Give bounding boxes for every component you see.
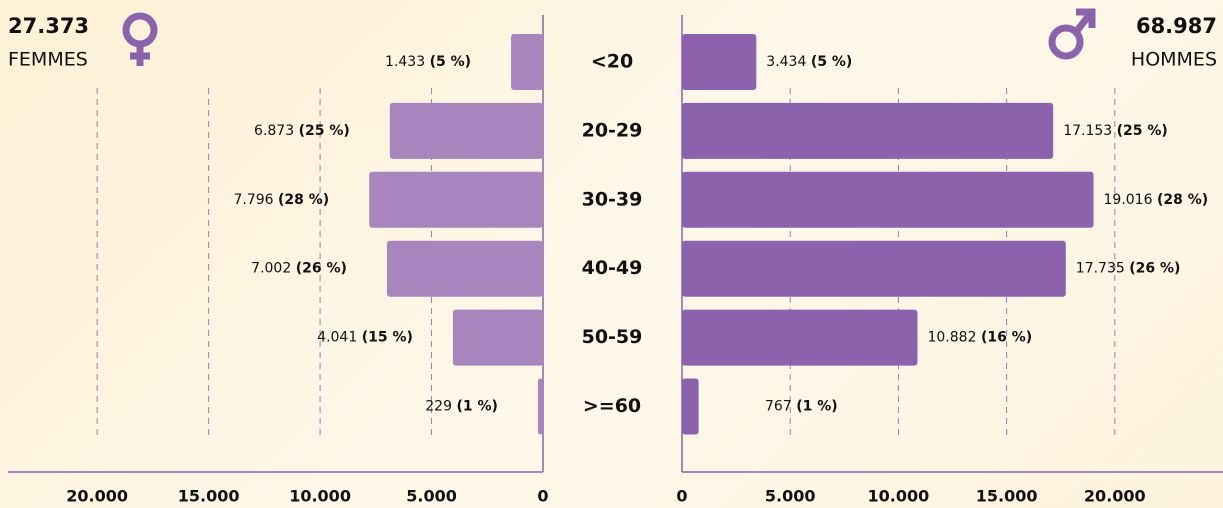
x-tick-label: 10.000	[868, 487, 930, 506]
x-tick-label: 0	[676, 487, 687, 506]
value-text: 19.016	[1104, 192, 1153, 208]
value-label: 6.873 (25 %)	[254, 123, 350, 139]
share-text: (1 %)	[456, 399, 497, 415]
value-text: 7.002	[251, 261, 291, 277]
bar	[682, 378, 699, 435]
x-tick-label: 10.000	[289, 487, 351, 506]
bar	[682, 102, 1054, 159]
share-text: (16 %)	[981, 330, 1032, 346]
value-text: 17.153	[1063, 123, 1112, 139]
x-tick-label: 15.000	[178, 487, 240, 506]
bar	[511, 34, 543, 90]
value-label: 229 (1 %)	[425, 399, 498, 415]
value-text: 1.433	[385, 54, 425, 70]
share-text: (26 %)	[1129, 261, 1180, 277]
value-label: 7.002 (26 %)	[251, 261, 347, 277]
value-text: 7.796	[233, 192, 273, 208]
x-tick-label: 0	[537, 487, 548, 506]
value-label: 3.434 (5 %)	[766, 54, 852, 70]
value-label: 17.153 (25 %)	[1063, 123, 1168, 139]
x-tick-label: 5.000	[765, 487, 816, 506]
share-text: (15 %)	[362, 330, 413, 346]
female-name: FEMMES	[8, 49, 88, 71]
bar	[682, 171, 1094, 228]
x-tick-label: 20.000	[66, 487, 128, 506]
value-text: 229	[425, 399, 452, 415]
category-label: <20	[591, 51, 633, 73]
bar	[537, 378, 543, 435]
share-text: (5 %)	[811, 54, 852, 70]
value-text: 4.041	[317, 330, 357, 346]
share-text: (25 %)	[1117, 123, 1168, 139]
share-text: (28 %)	[278, 192, 329, 208]
value-text: 3.434	[766, 54, 806, 70]
x-tick-label: 5.000	[406, 487, 457, 506]
share-text: (26 %)	[296, 261, 347, 277]
value-text: 767	[765, 399, 792, 415]
value-label: 7.796 (28 %)	[233, 192, 329, 208]
male-name: HOMMES	[1131, 49, 1217, 71]
bar	[369, 171, 543, 228]
value-text: 6.873	[254, 123, 294, 139]
category-label: 40-49	[582, 257, 643, 279]
bar	[389, 102, 543, 159]
bar	[452, 309, 543, 366]
value-label: 10.882 (16 %)	[927, 330, 1032, 346]
share-text: (5 %)	[430, 54, 471, 70]
category-label: 20-29	[582, 119, 643, 141]
share-text: (25 %)	[299, 123, 350, 139]
category-label: >=60	[583, 395, 641, 417]
value-label: 17.735 (26 %)	[1076, 261, 1181, 277]
value-text: 17.735	[1076, 261, 1125, 277]
bar	[386, 240, 543, 297]
value-label: 1.433 (5 %)	[385, 54, 471, 70]
share-text: (1 %)	[796, 399, 837, 415]
x-tick-label: 20.000	[1084, 487, 1146, 506]
share-text: (28 %)	[1157, 192, 1208, 208]
value-label: 4.041 (15 %)	[317, 330, 413, 346]
bar	[682, 240, 1066, 297]
category-label: 50-59	[582, 326, 643, 348]
value-label: 767 (1 %)	[765, 399, 838, 415]
female-icon	[122, 12, 158, 66]
bar	[682, 34, 757, 90]
value-label: 19.016 (28 %)	[1104, 192, 1209, 208]
female-total: 27.373	[8, 14, 89, 38]
category-label: 30-39	[582, 188, 643, 210]
value-text: 10.882	[927, 330, 976, 346]
x-tick-label: 15.000	[976, 487, 1038, 506]
male-total: 68.987	[1136, 14, 1217, 38]
bar	[682, 309, 918, 366]
male-icon	[1048, 8, 1096, 60]
